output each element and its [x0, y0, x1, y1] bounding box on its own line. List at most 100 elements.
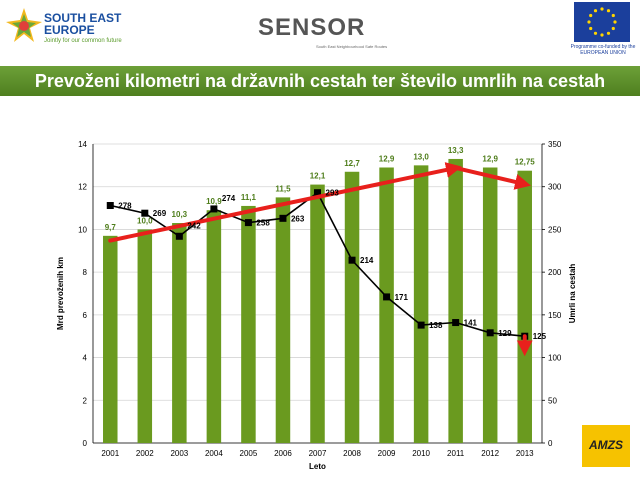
south-east-europe-logo: SOUTH EAST EUROPE Jointly for our common… — [6, 4, 136, 56]
amzs-logo-text: AMZS — [589, 438, 623, 452]
bar-value-label: 11,1 — [241, 193, 257, 202]
eu-star-icon — [611, 26, 615, 31]
bar-value-label: 13,0 — [413, 152, 429, 161]
y2-tick-label: 200 — [548, 268, 562, 277]
bar — [448, 158, 463, 443]
y-tick-label: 12 — [78, 183, 87, 192]
sensor-logo-subtitle: South East Neighbourhood Safe Routes — [316, 44, 388, 49]
x-tick-label: 2010 — [412, 449, 430, 458]
bar-value-label: 9,7 — [105, 223, 117, 232]
bar-value-label: 10,0 — [137, 216, 153, 225]
eu-star-icon — [589, 26, 593, 31]
see-logo-title: SOUTH EAST EUROPE — [44, 11, 122, 37]
eu-star-icon — [593, 9, 598, 13]
x-tick-label: 2008 — [343, 449, 361, 458]
bar-value-label: 12,9 — [379, 154, 395, 163]
eu-star-icon — [593, 31, 598, 35]
slide-title: Prevoženi kilometri na državnih cestah t… — [34, 71, 606, 91]
deaths-value-label: 141 — [464, 319, 478, 328]
header: SOUTH EAST EUROPE Jointly for our common… — [0, 0, 640, 62]
eu-star-icon — [613, 20, 617, 24]
bar — [310, 184, 325, 444]
y-tick-label: 2 — [83, 396, 88, 405]
see-star-icon — [6, 8, 42, 42]
bar — [172, 223, 187, 443]
x-tick-label: 2012 — [481, 449, 499, 458]
bar — [137, 229, 153, 443]
amzs-logo: AMZS — [582, 425, 630, 467]
eu-star-icon — [611, 13, 615, 18]
y2-tick-label: 300 — [548, 183, 562, 192]
x-tick-label: 2007 — [309, 449, 327, 458]
x-tick-label: 2009 — [378, 449, 396, 458]
deaths-value-label: 129 — [498, 329, 512, 338]
title-bar: Prevoženi kilometri na državnih cestah t… — [0, 66, 640, 96]
deaths-marker — [348, 256, 356, 264]
deaths-marker — [417, 321, 425, 329]
bar-value-label: 11,5 — [275, 184, 291, 193]
bar — [379, 167, 394, 443]
eu-star-icon — [589, 13, 593, 18]
eu-star-icon — [600, 7, 604, 11]
x-tick-label: 2006 — [274, 449, 292, 458]
trend-arrow — [108, 162, 462, 243]
x-tick-label: 2013 — [516, 449, 534, 458]
bar — [103, 235, 118, 443]
deaths-marker — [141, 209, 149, 217]
y2-tick-label: 150 — [548, 311, 562, 320]
bar-value-label: 12,1 — [310, 172, 326, 181]
deaths-marker — [106, 202, 114, 210]
chart: 0 2 4 6 8 10 12 14 0 50 100 150 200 250 300 350 2001 2002… — [56, 140, 577, 471]
y2-tick-label: 250 — [548, 225, 562, 234]
bar — [413, 165, 429, 443]
x-tick-label: 2001 — [101, 449, 119, 458]
deaths-value-label: 293 — [326, 189, 340, 198]
bar — [275, 197, 291, 443]
x-tick-label: 2004 — [205, 449, 223, 458]
x-axis-title: Leto — [309, 462, 326, 471]
eu-logo: Programme co-funded by the EUROPEAN UNIO… — [570, 2, 636, 62]
y-tick-label: 4 — [83, 354, 88, 363]
bar — [517, 170, 532, 444]
deaths-value-label: 214 — [360, 256, 374, 265]
deaths-marker — [314, 189, 321, 197]
y-tick-label: 0 — [83, 439, 88, 448]
bar — [482, 167, 498, 443]
x-tick-label: 2003 — [170, 449, 188, 458]
y-axis-title: Mrd prevoženih km — [56, 257, 65, 330]
deaths-value-label: 263 — [291, 214, 305, 223]
deaths-value-label: 269 — [153, 209, 167, 218]
deaths-marker — [279, 214, 287, 222]
bar-value-label: 12,7 — [344, 159, 360, 168]
deaths-value-label: 278 — [118, 202, 132, 211]
bar-value-label: 12,9 — [482, 154, 498, 163]
deaths-value-label: 242 — [187, 221, 201, 230]
sensor-logo-word: SENSOR — [258, 14, 366, 41]
y2-tick-label: 50 — [548, 396, 557, 405]
bar-value-label: 10,3 — [172, 210, 188, 219]
bar-value-label: 10,9 — [206, 197, 222, 206]
eu-flag-icon — [574, 2, 630, 42]
deaths-marker — [210, 205, 218, 213]
bar-value-label: 12,75 — [515, 158, 536, 167]
x-tick-label: 2011 — [447, 449, 465, 458]
x-tick-label: 2005 — [240, 449, 258, 458]
eu-text: Programme co-funded by the EUROPEAN UNIO… — [570, 44, 636, 56]
deaths-marker — [175, 232, 183, 240]
y2-tick-label: 0 — [548, 439, 553, 448]
bar — [344, 171, 360, 443]
deaths-marker — [383, 293, 391, 301]
deaths-value-label: 171 — [395, 293, 409, 302]
deaths-value-label: 258 — [256, 219, 270, 228]
see-logo-tagline: Jointly for our common future — [44, 38, 122, 44]
eu-star-icon — [600, 33, 604, 37]
sensor-logo: SENSOR South East Neighbourhood Safe Rou… — [258, 14, 388, 54]
y-tick-label: 6 — [83, 311, 88, 320]
eu-star-icon — [606, 9, 611, 13]
bar-value-label: 13,3 — [448, 146, 464, 155]
y2-tick-label: 350 — [548, 140, 562, 149]
y-tick-label: 10 — [78, 225, 87, 234]
bar — [241, 205, 256, 443]
deaths-value-label: 274 — [222, 194, 236, 203]
trend-arrow — [453, 165, 531, 190]
